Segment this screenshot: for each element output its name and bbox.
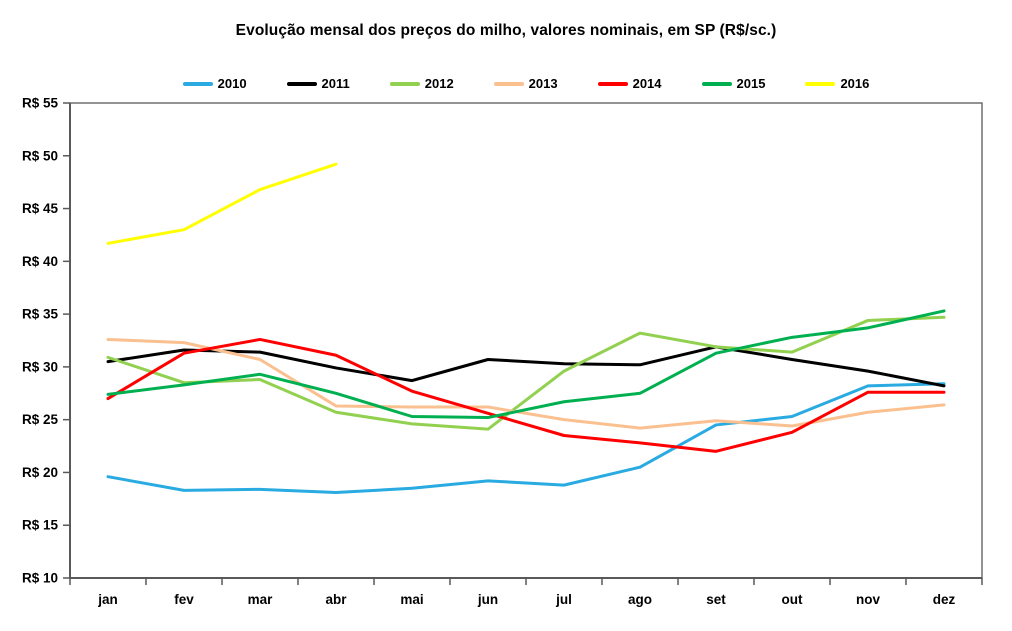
chart-title: Evolução mensal dos preços do milho, val…	[235, 22, 777, 39]
y-tick-label: R$ 25	[22, 412, 59, 427]
legend-swatch-2014	[597, 81, 628, 86]
legend-label: 2014	[632, 76, 662, 91]
y-tick-label: R$ 50	[22, 148, 58, 163]
legend: 2010 2011 2012 2013 2014 2015 2016	[70, 76, 982, 91]
x-tick-label: jul	[555, 592, 572, 607]
plot-border	[69, 102, 983, 579]
legend-swatch-2010	[182, 81, 213, 86]
x-tick-label: jun	[477, 592, 498, 607]
y-tick-label: R$ 10	[22, 571, 58, 586]
y-tick-label: R$ 20	[22, 465, 58, 480]
legend-item-2014: 2014	[597, 76, 662, 91]
y-tick-label: R$ 30	[22, 359, 58, 374]
series-line-2012	[106, 315, 946, 431]
legend-swatch-2012	[389, 81, 420, 86]
legend-swatch-2015	[701, 81, 732, 86]
x-tick-label: ago	[628, 592, 652, 607]
legend-label: 2013	[528, 76, 558, 91]
y-tick-label: R$ 55	[22, 96, 59, 111]
y-tick-label: R$ 45	[22, 201, 59, 216]
series-line-2016	[106, 162, 338, 245]
x-tick-label: abr	[325, 592, 347, 607]
legend-label: 2015	[736, 76, 766, 91]
legend-item-2011: 2011	[286, 76, 350, 91]
legend-label: 2011	[321, 76, 350, 91]
legend-label: 2010	[217, 76, 247, 91]
x-tick-label: out	[782, 592, 803, 607]
y-tick-label: R$ 40	[22, 254, 58, 269]
legend-item-2010: 2010	[182, 76, 247, 91]
legend-item-2012: 2012	[389, 76, 454, 91]
series-line-2015	[106, 309, 946, 420]
legend-swatch-2011	[286, 81, 317, 86]
legend-label: 2012	[424, 76, 454, 91]
series-line-2013	[106, 337, 946, 430]
axis-lines	[69, 103, 982, 579]
x-tick-label: mar	[248, 592, 274, 607]
series-line-2010	[106, 382, 946, 494]
x-tick-label: dez	[933, 592, 956, 607]
x-tick-label: nov	[856, 592, 880, 607]
x-tick-label: fev	[174, 592, 194, 607]
legend-label: 2016	[840, 76, 870, 91]
legend-item-2016: 2016	[805, 76, 869, 91]
legend-item-2015: 2015	[701, 76, 766, 91]
series-line-2011	[106, 345, 946, 388]
series-line-2014	[106, 337, 946, 453]
y-tick-label: R$ 15	[22, 518, 59, 533]
x-tick-label: jan	[97, 592, 118, 607]
x-tick-label: set	[706, 592, 726, 607]
legend-swatch-2013	[493, 81, 524, 86]
legend-swatch-2016	[805, 81, 836, 86]
legend-item-2013: 2013	[493, 76, 558, 91]
y-tick-label: R$ 35	[22, 307, 59, 322]
x-tick-label: mai	[400, 592, 423, 607]
